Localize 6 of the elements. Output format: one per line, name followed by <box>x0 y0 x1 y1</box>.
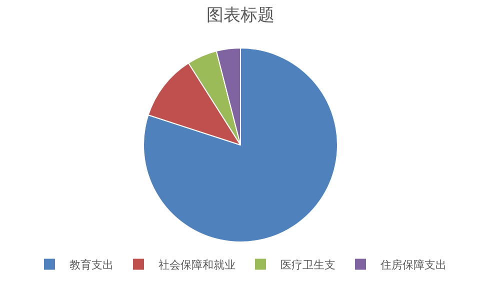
legend-label: 医疗卫生支 <box>280 258 336 272</box>
chart-title: 图表标题 <box>206 6 274 26</box>
legend-label: 教育支出 <box>70 258 114 272</box>
pie-slice <box>143 48 338 242</box>
legend-label: 社会保障和就业 <box>158 258 236 272</box>
legend-label: 住房保障支出 <box>380 258 446 272</box>
